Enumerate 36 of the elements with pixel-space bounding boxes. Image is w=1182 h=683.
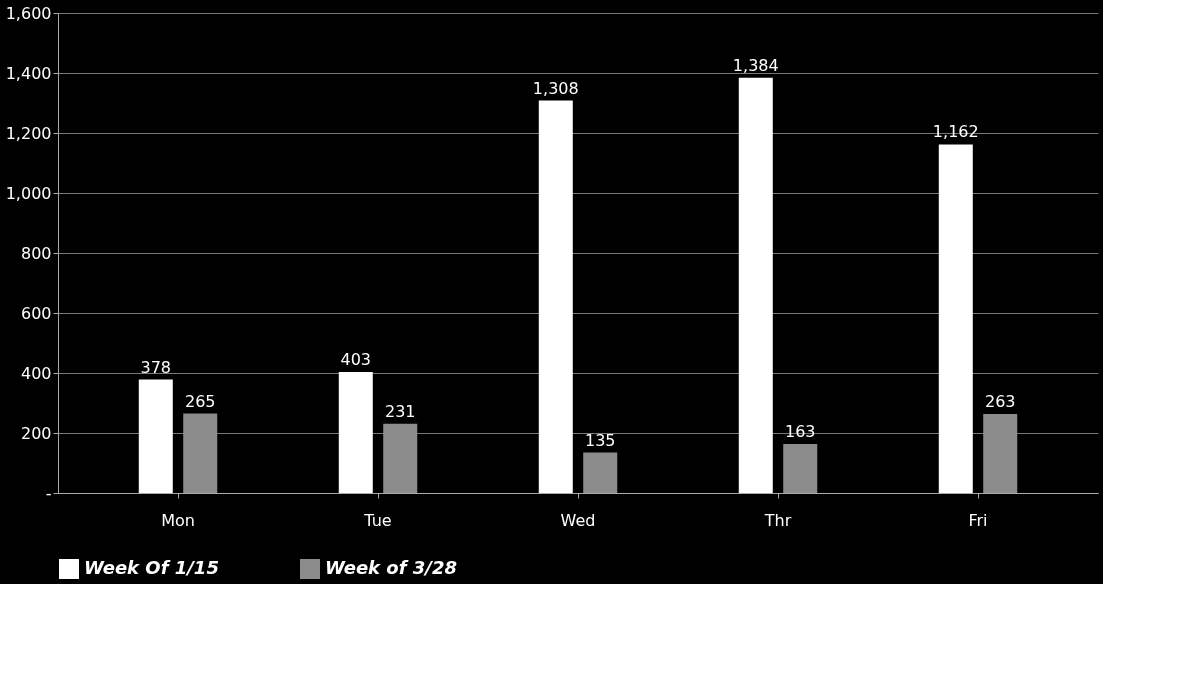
bar xyxy=(983,414,1018,493)
bar xyxy=(138,379,173,493)
bar xyxy=(738,77,773,493)
x-tick-label: Wed xyxy=(560,510,596,530)
y-tick-label: 1,600 xyxy=(5,3,52,23)
bar xyxy=(383,423,418,493)
legend-label: Week Of 1/15 xyxy=(84,557,219,578)
x-tick-label: Tue xyxy=(363,510,392,530)
bar xyxy=(338,372,373,493)
y-tick-label: 200 xyxy=(20,423,52,443)
bar xyxy=(538,100,573,493)
data-label: 231 xyxy=(384,401,416,421)
y-tick-label: 800 xyxy=(20,243,52,263)
data-label: 1,308 xyxy=(532,78,579,98)
data-label: 265 xyxy=(184,391,216,411)
y-tick-label: 400 xyxy=(20,363,52,383)
y-tick-label: 1,400 xyxy=(5,63,52,83)
x-tick-label: Mon xyxy=(161,510,195,530)
data-label: 403 xyxy=(340,350,372,370)
y-tick-label: - xyxy=(45,483,52,503)
bar xyxy=(783,444,818,493)
bar xyxy=(583,452,618,493)
data-label: 135 xyxy=(584,430,616,450)
data-label: 378 xyxy=(140,357,172,377)
bar xyxy=(183,413,218,493)
y-tick-label: 600 xyxy=(20,303,52,323)
data-label: 263 xyxy=(984,392,1016,412)
x-tick-label: Thr xyxy=(763,510,792,530)
y-tick-label: 1,000 xyxy=(5,183,52,203)
bar xyxy=(938,144,973,493)
y-tick-label: 1,200 xyxy=(5,123,52,143)
x-tick-label: Fri xyxy=(968,510,988,530)
data-label: 163 xyxy=(784,422,816,442)
legend-label: Week of 3/28 xyxy=(325,557,457,578)
data-label: 1,162 xyxy=(932,122,979,142)
data-label: 1,384 xyxy=(732,55,779,75)
